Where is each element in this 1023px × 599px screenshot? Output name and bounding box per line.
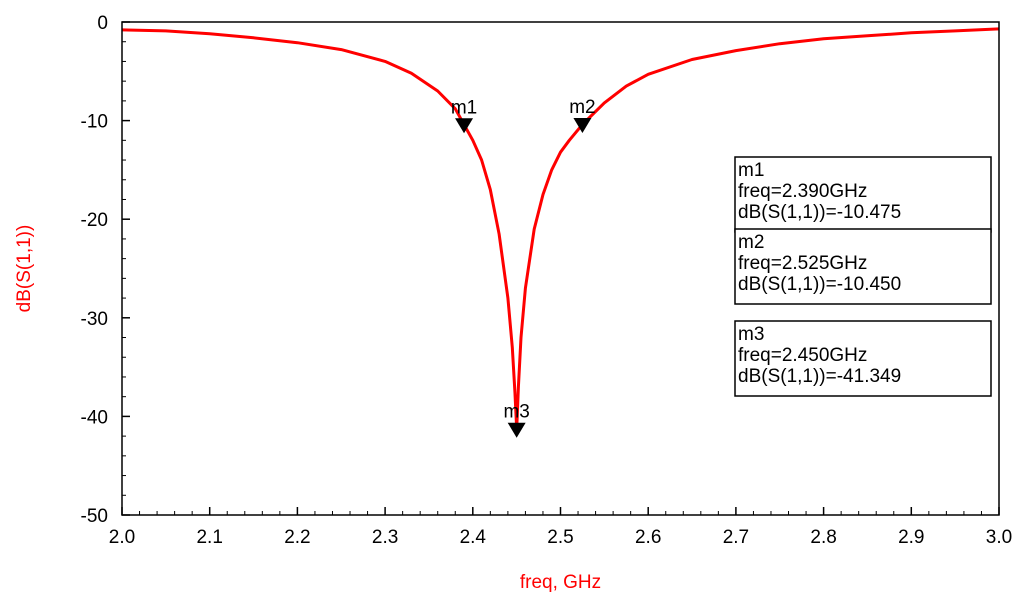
readout-m3-line: m3 bbox=[738, 324, 764, 345]
x-tick-label: 2.9 bbox=[898, 527, 924, 548]
x-tick-label: 2.5 bbox=[547, 527, 573, 548]
x-tick-label: 2.8 bbox=[810, 527, 836, 548]
readout-m3-box bbox=[734, 320, 992, 397]
markers: m1 m2 m3 bbox=[451, 97, 596, 438]
x-axis-title: freq, GHz bbox=[520, 572, 601, 593]
y-tick-label: -40 bbox=[81, 407, 108, 428]
readout-m1-line: m1 bbox=[738, 160, 764, 181]
tick-labels: 2.0 2.1 2.2 2.3 2.4 2.5 2.6 2.7 2.8 2.9 3.0 0 -10 -20… bbox=[81, 13, 1013, 548]
y-tick-label: 0 bbox=[97, 13, 108, 34]
readout-m3-line: dB(S(1,1))=-41.349 bbox=[738, 366, 901, 387]
marker-m1-label: m1 bbox=[451, 97, 477, 118]
x-tick-label: 2.0 bbox=[109, 527, 135, 548]
x-tick-label: 2.3 bbox=[372, 527, 398, 548]
x-tick-label: 3.0 bbox=[986, 527, 1012, 548]
readout-m1-line: dB(S(1,1))=-10.475 bbox=[738, 202, 901, 223]
marker-m1-triangle bbox=[455, 118, 474, 134]
marker-m2-label: m2 bbox=[569, 97, 595, 118]
marker-m3-triangle bbox=[507, 422, 526, 438]
x-tick-label: 2.2 bbox=[284, 527, 310, 548]
plot-frame bbox=[121, 21, 1000, 516]
readout-m2-line: freq=2.525GHz bbox=[738, 253, 867, 274]
readout-m2-line: m2 bbox=[738, 232, 764, 253]
x-tick-label: 2.4 bbox=[460, 527, 487, 548]
readout-m1-line: freq=2.390GHz bbox=[738, 181, 867, 202]
readout-m2-line: dB(S(1,1))=-10.450 bbox=[738, 274, 901, 295]
y-tick-label: -50 bbox=[81, 506, 108, 527]
marker-readouts: m1freq=2.390GHzdB(S(1,1))=-10.475m2freq=… bbox=[734, 156, 992, 397]
readout-m1-box bbox=[734, 156, 992, 233]
x-tick-label: 2.1 bbox=[196, 527, 222, 548]
y-tick-label: -10 bbox=[81, 112, 108, 133]
marker-m2-triangle bbox=[573, 118, 592, 134]
s11-trace bbox=[121, 27, 1000, 431]
readout-m3-line: freq=2.450GHz bbox=[738, 345, 867, 366]
y-axis-title: dB(S(1,1)) bbox=[14, 225, 35, 313]
y-tick-label: -30 bbox=[81, 309, 108, 330]
y-tick-label: -20 bbox=[81, 210, 108, 231]
x-tick-label: 2.7 bbox=[723, 527, 749, 548]
x-tick-label: 2.6 bbox=[635, 527, 661, 548]
marker-m3-label: m3 bbox=[503, 402, 529, 423]
readout-m2-box bbox=[734, 228, 992, 305]
